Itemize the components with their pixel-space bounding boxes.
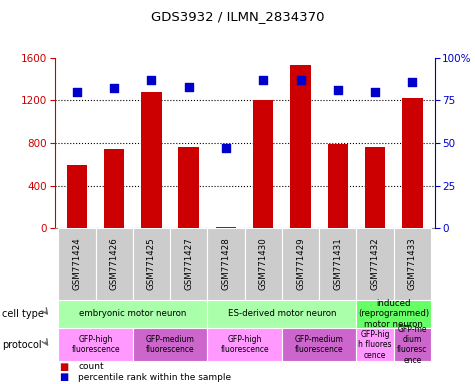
- Bar: [170, 228, 208, 300]
- Point: [110, 85, 118, 91]
- Text: percentile rank within the sample: percentile rank within the sample: [78, 373, 231, 382]
- Text: ■: ■: [59, 362, 68, 372]
- Bar: [356, 228, 394, 300]
- Text: GSM771427: GSM771427: [184, 238, 193, 290]
- Point: [148, 77, 155, 83]
- Point: [259, 77, 267, 83]
- Text: GSM771429: GSM771429: [296, 238, 305, 290]
- Text: GFP-high
fluorescence: GFP-high fluorescence: [220, 335, 269, 354]
- Bar: [58, 328, 133, 361]
- Text: count: count: [78, 362, 104, 371]
- Bar: [394, 228, 431, 300]
- Text: GSM771432: GSM771432: [370, 238, 380, 290]
- Bar: [290, 65, 311, 228]
- Bar: [319, 228, 356, 300]
- Bar: [95, 228, 133, 300]
- Bar: [58, 300, 208, 328]
- Point: [185, 84, 192, 90]
- Text: protocol: protocol: [2, 339, 42, 350]
- Point: [222, 145, 230, 151]
- Text: GFP-me
dium
fluoresc
ence: GFP-me dium fluoresc ence: [397, 324, 428, 365]
- Point: [408, 78, 416, 84]
- Text: GSM771424: GSM771424: [73, 238, 82, 290]
- Bar: [66, 166, 87, 228]
- Bar: [356, 300, 431, 328]
- Text: GSM771428: GSM771428: [221, 238, 230, 290]
- Text: induced
(reprogrammed)
motor neuron: induced (reprogrammed) motor neuron: [358, 299, 429, 329]
- Bar: [365, 147, 385, 228]
- Text: cell type: cell type: [2, 309, 44, 319]
- Bar: [208, 328, 282, 361]
- Text: GFP-medium
fluorescence: GFP-medium fluorescence: [294, 335, 343, 354]
- Bar: [133, 228, 170, 300]
- Text: GDS3932 / ILMN_2834370: GDS3932 / ILMN_2834370: [151, 10, 324, 23]
- Text: GFP-medium
fluorescence: GFP-medium fluorescence: [146, 335, 195, 354]
- Bar: [253, 100, 274, 228]
- Bar: [208, 228, 245, 300]
- Bar: [133, 328, 208, 361]
- Text: ES-derived motor neuron: ES-derived motor neuron: [228, 310, 336, 318]
- Bar: [58, 228, 95, 300]
- Text: GFP-high
fluorescence: GFP-high fluorescence: [71, 335, 120, 354]
- Bar: [141, 92, 162, 228]
- Bar: [282, 228, 319, 300]
- Text: embryonic motor neuron: embryonic motor neuron: [79, 310, 187, 318]
- Bar: [282, 328, 356, 361]
- Bar: [328, 144, 348, 228]
- Text: GSM771425: GSM771425: [147, 238, 156, 290]
- Bar: [394, 328, 431, 361]
- Point: [297, 77, 304, 83]
- Bar: [208, 300, 356, 328]
- Text: GSM771433: GSM771433: [408, 238, 417, 290]
- Text: GSM771426: GSM771426: [110, 238, 119, 290]
- Point: [334, 87, 342, 93]
- Bar: [245, 228, 282, 300]
- Bar: [402, 98, 423, 228]
- Text: GSM771430: GSM771430: [259, 238, 268, 290]
- Bar: [216, 227, 236, 228]
- Bar: [104, 149, 124, 228]
- Bar: [179, 147, 199, 228]
- Point: [371, 89, 379, 95]
- Bar: [356, 328, 394, 361]
- Text: GFP-hig
h fluores
cence: GFP-hig h fluores cence: [358, 330, 392, 359]
- Text: GSM771431: GSM771431: [333, 238, 342, 290]
- Text: ■: ■: [59, 372, 68, 382]
- Point: [73, 89, 81, 95]
